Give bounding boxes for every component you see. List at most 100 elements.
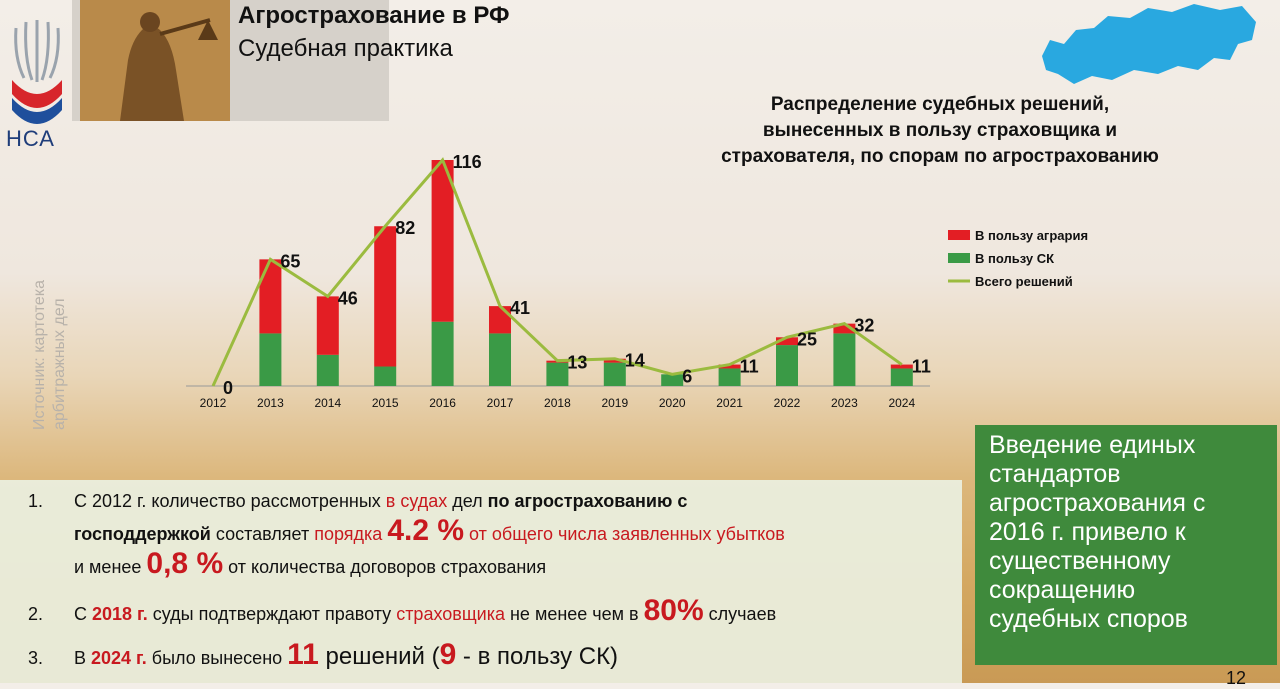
note-text: дел [447, 491, 488, 511]
conclusion-line: Введение единых [989, 431, 1196, 459]
bar-agrarian [776, 337, 798, 346]
conclusion-line: сокращению [989, 576, 1136, 604]
data-label: 82 [395, 218, 415, 238]
note-big-value: 4.2 % [387, 514, 465, 547]
data-label: 14 [625, 351, 645, 371]
legend-label: В пользу СК [975, 251, 1054, 266]
chart-title-line: Распределение судебных решений, [770, 94, 1110, 115]
note-highlight: от общего числа заявленных убытков [464, 524, 785, 544]
chart-title: Распределение судебных решений, вынесенн… [640, 92, 1240, 170]
bar-sk [546, 362, 569, 386]
note-text: составляет [210, 524, 315, 544]
nsa-logo-icon [12, 20, 62, 124]
note-text: суды подтверждают правоту [147, 604, 397, 624]
note-number: 1. [28, 491, 44, 511]
x-tick-label: 2014 [314, 396, 341, 410]
note-text: - в пользу СК) [456, 643, 619, 670]
notes-panel: 1. С 2012 г. количество рассмотренных в с… [0, 480, 962, 683]
note-text: С 2012 г. количество рассмотренных [74, 491, 386, 511]
bar-sk [661, 374, 684, 386]
bar-sk [374, 366, 397, 386]
x-tick-label: 2018 [544, 396, 571, 410]
total-line [211, 157, 903, 387]
note-text: от количества договоров страхования [223, 557, 547, 577]
note-bold: по агрострахованию с [487, 491, 688, 511]
x-tick-label: 2022 [774, 396, 801, 410]
bar-agrarian [489, 306, 511, 334]
x-tick-label: 2017 [487, 396, 514, 410]
themis-statue-icon [80, 0, 230, 121]
data-label: 65 [280, 251, 300, 271]
legend-swatch [948, 253, 970, 263]
note-highlight: порядка [314, 524, 388, 544]
legend-label: Всего решений [975, 274, 1073, 289]
page-subtitle: Судебная практика [238, 35, 453, 62]
bar-agrarian [259, 259, 282, 334]
note-text: и менее [74, 557, 147, 577]
data-label: 46 [338, 288, 358, 308]
data-label: 13 [567, 353, 587, 373]
bar-sk [259, 333, 282, 386]
x-tick-label: 2016 [429, 396, 456, 410]
bar-agrarian [890, 364, 913, 369]
note-bold: господдержкой [74, 524, 211, 544]
note-number: 2. [28, 604, 44, 624]
x-tick-label: 2020 [659, 396, 686, 410]
x-tick-label: 2023 [831, 396, 858, 410]
legend-swatch [948, 230, 970, 240]
bar-agrarian [431, 160, 454, 322]
note-big-value: 11 [287, 638, 319, 671]
bar-sk [489, 333, 511, 386]
logo-text: НСА [6, 126, 55, 151]
note-big-value: 80% [643, 594, 704, 627]
note-highlight: страховщика [396, 604, 505, 624]
note-1: 1. С 2012 г. количество рассмотренных в с… [28, 486, 958, 582]
bar-sk [890, 368, 913, 386]
note-highlight: 2024 г. [91, 648, 147, 668]
x-tick-label: 2024 [888, 396, 915, 410]
note-highlight: в судах [385, 491, 448, 511]
note-text: С [74, 604, 92, 624]
note-big-value: 0,8 % [146, 547, 224, 580]
chart-title-line: страхователя, по спорам по агрострахован… [721, 146, 1159, 167]
conclusion-line: существенному [989, 547, 1171, 575]
x-tick-label: 2015 [372, 396, 399, 410]
bar-sk [431, 321, 454, 386]
note-text: случаев [703, 604, 777, 624]
bar-sk [718, 368, 741, 386]
note-text: решений ( [318, 643, 440, 670]
x-tick-label: 2021 [716, 396, 743, 410]
data-label: 11 [912, 357, 931, 377]
note-highlight: 2018 г. [92, 604, 148, 624]
bar-agrarian [833, 323, 856, 334]
note-number: 3. [28, 648, 44, 668]
bar-sk [603, 362, 626, 386]
note-2: 2. С 2018 г. суды подтверждают правоту ст… [28, 596, 958, 629]
x-tick-label: 2013 [257, 396, 284, 410]
data-label: 116 [453, 152, 482, 172]
bar-agrarian [374, 226, 397, 367]
conclusion-line: стандартов [989, 460, 1121, 488]
note-text: не менее чем в [504, 604, 644, 624]
page-title: Агрострахование в РФ [238, 2, 510, 29]
data-label: 32 [854, 316, 874, 336]
note-text: было вынесено [146, 648, 288, 668]
data-label: 25 [797, 329, 817, 349]
conclusion-line: агрострахования с [989, 489, 1206, 517]
data-label: 6 [682, 366, 692, 386]
conclusion-box: Введение единых стандартов агрострахован… [975, 425, 1277, 665]
data-label: 0 [223, 378, 233, 398]
legend-label: В пользу агрария [975, 228, 1088, 243]
data-label: 11 [740, 357, 759, 377]
bar-agrarian [603, 358, 626, 363]
bar-sk [776, 345, 798, 386]
x-tick-label: 2012 [200, 396, 227, 410]
note-text: В [74, 648, 92, 668]
chart-title-line: вынесенных в пользу страховщика и [762, 120, 1118, 141]
bar-sk [833, 333, 856, 386]
russia-map-icon [1042, 4, 1256, 84]
page-number: 12 [1226, 668, 1247, 688]
conclusion-line: 2016 г. привело к [989, 518, 1186, 546]
bar-sk [316, 354, 339, 386]
